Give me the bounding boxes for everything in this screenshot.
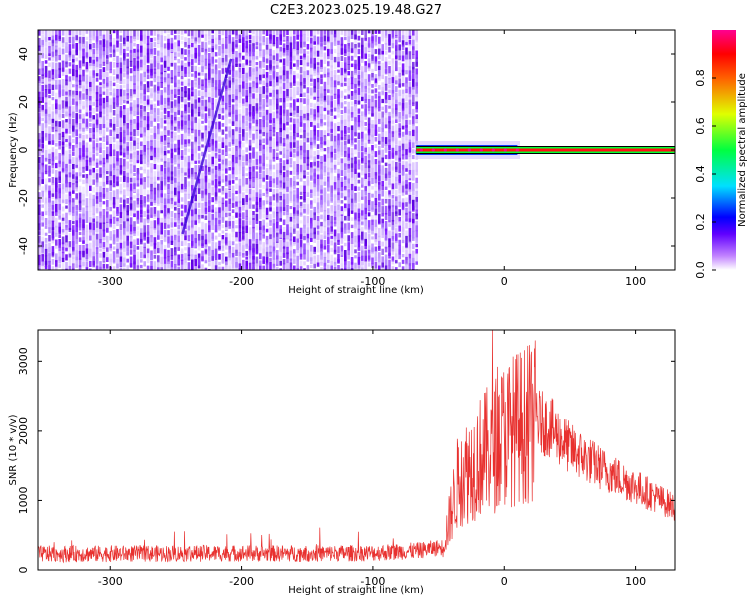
x-tick-label: 100 [625, 275, 646, 288]
x-tick-label: -200 [229, 575, 254, 588]
spectrogram-xlabel: Height of straight line (km) [288, 285, 424, 296]
colorbar-ticks: 0.0 0.2 0.4 0.6 0.8 [694, 69, 716, 279]
x-tick-label: 100 [625, 575, 646, 588]
y-tick-label: 1000 [17, 486, 30, 514]
x-tick-label: -300 [98, 275, 123, 288]
colorbar-tick-label: 0.4 [694, 165, 707, 183]
snr-frame [37, 329, 676, 571]
colorbar-tick-label: 0.0 [694, 261, 707, 279]
y-tick-label: 20 [17, 95, 30, 109]
snr-series-line [38, 330, 675, 564]
snr-ylabel: SNR (10 * v/v) [8, 414, 19, 485]
spectrogram-ylabel: Frequency (Hz) [8, 112, 19, 188]
colorbar: 0.0 0.2 0.4 0.6 0.8 Normalized spectral ampl… [694, 30, 748, 279]
colorbar-tick-label: 0.2 [694, 213, 707, 231]
y-tick-label: -40 [17, 237, 30, 255]
colorbar-tick-label: 0.6 [694, 117, 707, 135]
colorbar-gradient [712, 30, 736, 270]
y-tick-label: -20 [17, 189, 30, 207]
colorbar-label: Normalized spectral amplitude [737, 73, 748, 227]
figure-title: C2E3.2023.025.19.48.G27 [270, 3, 442, 18]
colorbar-tick-label: 0.8 [694, 69, 707, 87]
x-tick-label: 0 [501, 275, 508, 288]
y-tick-label: 0 [17, 567, 30, 574]
x-tick-label: 0 [501, 575, 508, 588]
x-tick-label: -200 [229, 275, 254, 288]
x-tick-label: -100 [360, 275, 385, 288]
y-tick-label: 0 [17, 147, 30, 154]
x-tick-label: -100 [360, 575, 385, 588]
y-tick-label: 40 [17, 47, 30, 61]
x-tick-label: -300 [98, 575, 123, 588]
y-tick-label: 2000 [17, 417, 30, 445]
snr-xlabel: Height of straight line (km) [288, 585, 424, 596]
spectrogram-cells [38, 30, 675, 270]
y-tick-label: 3000 [17, 347, 30, 375]
